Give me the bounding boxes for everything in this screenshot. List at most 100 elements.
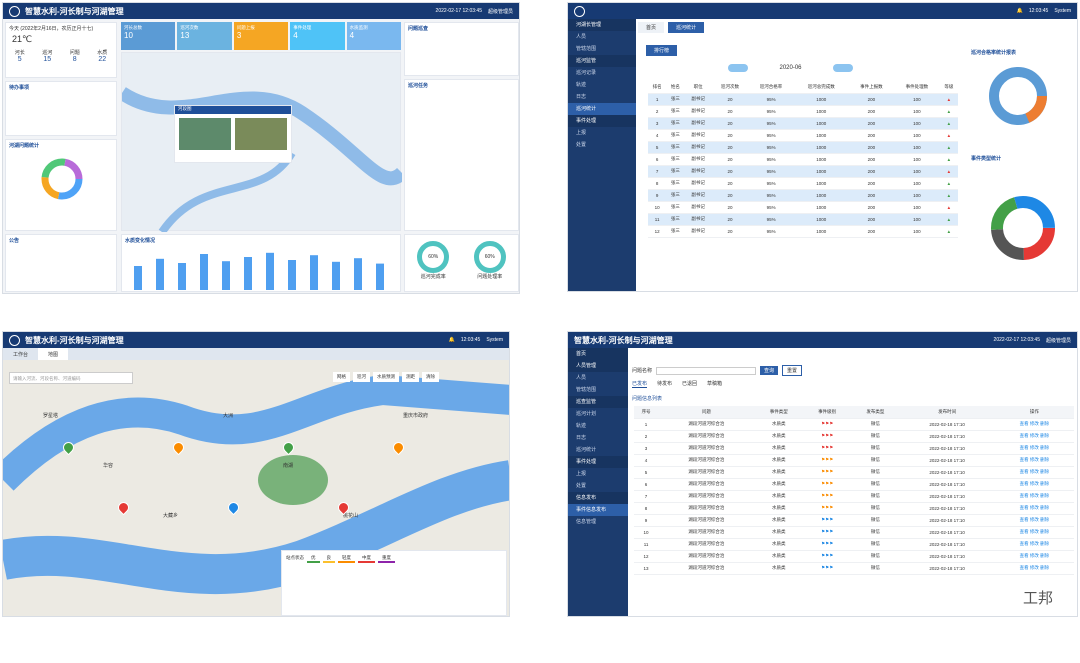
bell-icon[interactable]: 🔔 [448,337,455,343]
column-header[interactable]: 事件处理数 [894,81,940,94]
op-link[interactable]: 修改 [1029,553,1041,558]
sidebar-item[interactable]: 河湖长管理 [568,19,636,31]
table-row[interactable]: 13 湖段河道河综合治 水质类 ⚑⚑⚑ 微信 2022-02-18 17:10 查看 修改 … [634,562,1074,575]
column-header[interactable]: 等级 [939,81,958,94]
op-link[interactable]: 删除 [1040,529,1050,534]
op-link[interactable]: 查看 [1019,565,1030,570]
tab-workbench[interactable]: 工作台 [13,352,29,358]
column-header[interactable]: 发布类型 [851,406,900,419]
table-row[interactable]: 6 湖段河道河综合治 水质类 ⚑⚑⚑ 微信 2022-02-18 17:10 查看 修改 删… [634,478,1074,491]
table-row[interactable]: 1 湖段河道河综合治 水质类 ⚑⚑⚑ 微信 2022-02-18 17:10 查看 修改 删… [634,418,1074,431]
tab[interactable]: 已退回 [682,381,698,387]
stat-tile[interactable]: 水质监测 4 [346,22,402,50]
sidebar-item[interactable]: 巡河监管 [568,55,636,67]
stat-tile[interactable]: 河长总数 10 [121,22,176,50]
sidebar-item[interactable]: 人员 [576,34,587,40]
op-link[interactable]: 修改 [1029,505,1041,510]
sidebar-item[interactable]: 处置 [576,483,587,489]
op-link[interactable]: 删除 [1040,517,1050,522]
op-link[interactable]: 查看 [1019,553,1030,558]
table-row[interactable]: 3 湖段河道河综合治 水质类 ⚑⚑⚑ 微信 2022-02-18 17:10 查看 修改 删… [634,442,1074,455]
sidebar-item[interactable]: 巡河统计 [568,103,636,115]
column-header[interactable]: 发布时间 [899,406,995,419]
sidebar-item[interactable]: 事件处理 [568,456,628,468]
op-link[interactable]: 修改 [1029,529,1041,534]
stat-tile[interactable]: 问题上报 3 [233,22,289,50]
sidebar-item[interactable]: 日志 [576,94,587,100]
op-link[interactable]: 修改 [1029,481,1041,486]
op-link[interactable]: 查看 [1019,529,1030,534]
op-link[interactable]: 删除 [1040,565,1050,570]
sidebar-item[interactable]: 上报 [576,130,587,136]
sidebar-item[interactable]: 事件信息发布 [568,504,628,516]
tab[interactable]: 待发布 [657,381,673,387]
op-link[interactable]: 查看 [1019,505,1030,510]
map-tool-button[interactable]: 清除 [422,372,439,382]
photo-thumbnail[interactable] [179,118,231,150]
column-header[interactable]: 巡河次数 [711,81,749,94]
column-header[interactable]: 事件级别 [802,406,852,419]
stat-tile[interactable]: 巡河次数 13 [177,22,232,50]
op-link[interactable]: 查看 [1019,457,1030,462]
sidebar-item[interactable]: 轨迹 [576,82,587,88]
stat-tile[interactable]: 事件处理 4 [290,22,345,50]
table-row[interactable]: 10 湖段河道河综合治 水质类 ⚑⚑⚑ 微信 2022-02-18 17:10 查看 修改 … [634,526,1074,539]
photo-thumbnail[interactable] [235,118,287,150]
tab[interactable]: 草稿箱 [707,381,723,387]
sidebar-item[interactable]: 事件处理 [568,115,636,127]
map-popup[interactable]: 河段图 [174,105,292,163]
op-link[interactable]: 删除 [1040,553,1050,558]
search-input[interactable] [656,366,757,375]
op-link[interactable]: 修改 [1029,493,1041,498]
sidebar-item[interactable]: 上报 [576,471,587,477]
sidebar-item[interactable]: 人员管理 [568,360,628,372]
map-tool-button[interactable]: 测距 [402,372,419,382]
column-header[interactable]: 巡河合格率 [748,81,794,94]
op-link[interactable]: 修改 [1029,421,1041,426]
bell-icon[interactable]: 🔔 [1016,8,1023,14]
column-header[interactable]: 问题 [658,406,755,419]
tab[interactable]: 已发布 [632,381,648,388]
sidebar-item[interactable]: 人员 [576,375,587,381]
op-link[interactable]: 删除 [1040,445,1050,450]
table-row[interactable]: 4 湖段河道河综合治 水质类 ⚑⚑⚑ 微信 2022-02-18 17:10 查看 修改 删… [634,454,1074,467]
op-link[interactable]: 修改 [1029,457,1041,462]
column-header[interactable]: 姓名 [666,81,685,94]
table-row[interactable]: 5 湖段河道河综合治 水质类 ⚑⚑⚑ 微信 2022-02-18 17:10 查看 修改 删… [634,466,1074,479]
column-header[interactable]: 事件上报数 [848,81,895,94]
column-header[interactable]: 职位 [684,81,712,94]
op-link[interactable]: 删除 [1040,457,1050,462]
op-link[interactable]: 查看 [1019,481,1030,486]
op-link[interactable]: 查看 [1019,493,1030,498]
op-link[interactable]: 查看 [1019,517,1030,522]
op-link[interactable]: 查看 [1019,421,1030,426]
op-link[interactable]: 修改 [1029,433,1041,438]
sidebar-item[interactable]: 管辖范围 [576,387,597,393]
op-link[interactable]: 修改 [1029,565,1041,570]
map-tool-button[interactable]: 巡河 [353,372,370,382]
reset-button[interactable]: 重置 [782,365,803,376]
sidebar-item[interactable]: 轨迹 [576,423,587,429]
op-link[interactable]: 查看 [1019,541,1030,546]
table-row[interactable]: 8 湖段河道河综合治 水质类 ⚑⚑⚑ 微信 2022-02-18 17:10 查看 修改 删… [634,502,1074,515]
column-header[interactable]: 排名 [648,81,667,94]
tab-stats[interactable]: 巡河统计 [668,22,705,33]
op-link[interactable]: 删除 [1040,433,1050,438]
map-panel[interactable]: 河段图 [118,52,407,235]
sidebar-item[interactable]: 巡河记录 [576,70,597,76]
column-header[interactable]: 序号 [634,406,659,419]
prev-month-button[interactable] [728,64,748,72]
tab-home[interactable]: 首页 [638,22,665,33]
op-link[interactable]: 修改 [1029,445,1041,450]
query-button[interactable]: 查询 [760,366,779,375]
sidebar-item[interactable]: 巡河统计 [576,447,597,453]
map-tool-button[interactable]: 水质预测 [373,372,399,382]
op-link[interactable]: 修改 [1029,517,1041,522]
sidebar-item[interactable]: 处置 [576,142,587,148]
next-month-button[interactable] [833,64,853,72]
column-header[interactable]: 巡河总完成数 [793,81,849,94]
sidebar-item[interactable]: 日志 [576,435,587,441]
op-link[interactable]: 删除 [1040,421,1050,426]
sidebar-item[interactable]: 管辖范围 [576,46,597,52]
table-row[interactable]: 12 湖段河道河综合治 水质类 ⚑⚑⚑ 微信 2022-02-18 17:10 查看 修改 … [634,550,1074,563]
